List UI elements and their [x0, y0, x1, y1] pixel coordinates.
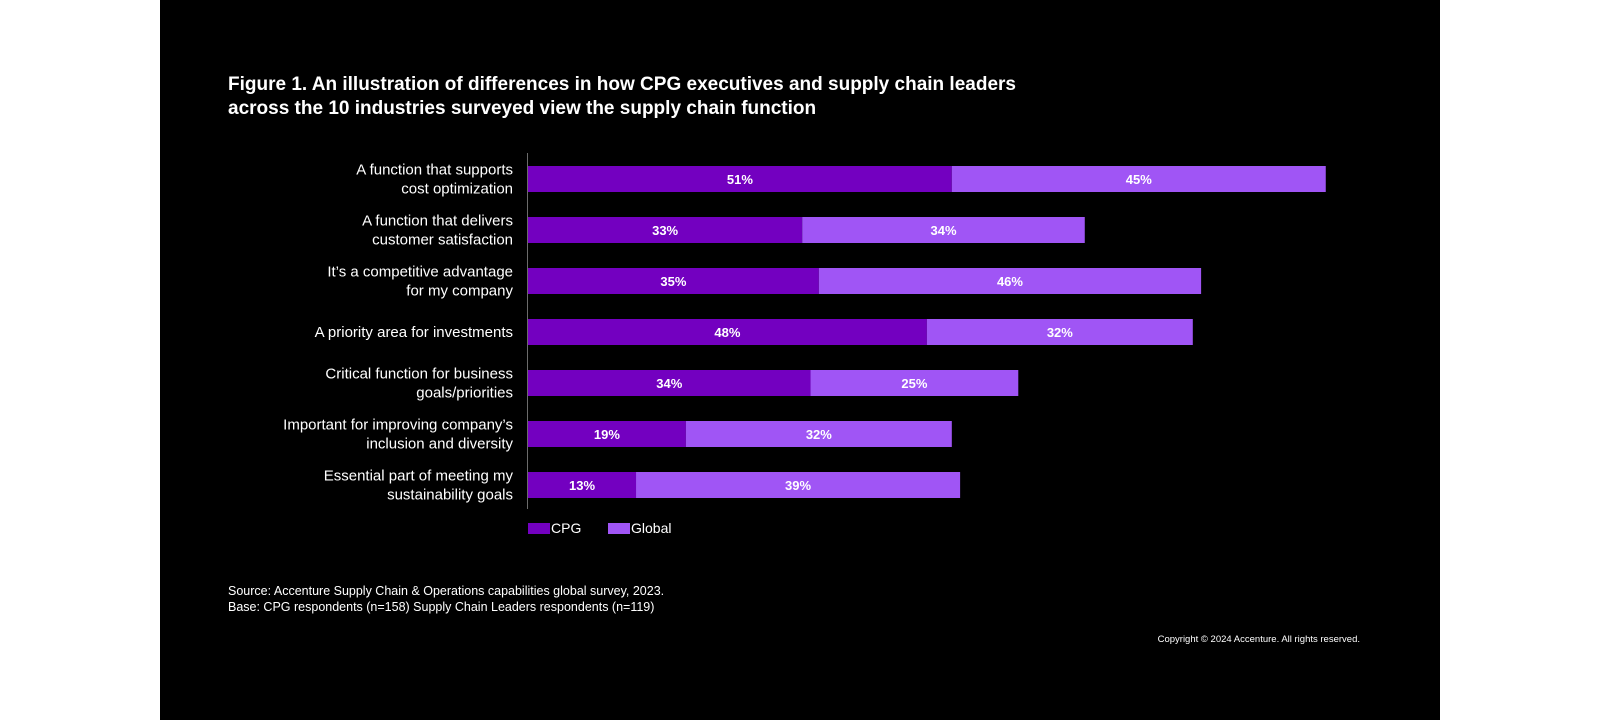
category-label: It’s a competitive advantage for my compa…: [327, 264, 513, 300]
source-note: Source: Accenture Supply Chain & Operati…: [228, 584, 665, 598]
category-label-line: Critical function for business: [325, 366, 513, 383]
data-label: 34%: [656, 376, 682, 391]
category-label-line: Important for improving company’s: [283, 417, 513, 434]
bar-segment-global: [636, 472, 961, 498]
category-label-line: A function that delivers: [362, 213, 513, 230]
category-label-line: cost optimization: [401, 181, 513, 198]
figure-title: Figure 1. An illustration of differences…: [228, 73, 1128, 121]
bar-segment-cpg: [528, 217, 803, 243]
figure-title-line-2: across the 10 industries surveyed view t…: [228, 98, 817, 119]
category-label-line: It’s a competitive advantage: [327, 264, 513, 281]
legend-label-cpg: CPG: [551, 520, 581, 536]
category-label-line: A priority area for investments: [315, 324, 513, 341]
data-label: 35%: [660, 274, 686, 289]
category-label-line: A function that supports: [356, 162, 513, 179]
data-label: 32%: [1047, 325, 1073, 340]
bar-segment-cpg: [528, 166, 952, 192]
bar-segment-cpg: [528, 421, 686, 447]
category-label-line: inclusion and diversity: [366, 436, 513, 453]
category-label: Essential part of meeting my sustainabili…: [324, 468, 514, 504]
data-label: 34%: [930, 223, 956, 238]
bar-segment-cpg: [528, 370, 811, 396]
category-label: Critical function for business goals/prio…: [325, 366, 513, 402]
data-label: 45%: [1126, 172, 1152, 187]
bar-segment-global: [951, 166, 1326, 192]
category-label-line: sustainability goals: [387, 487, 513, 504]
category-label-line: goals/priorities: [416, 385, 513, 402]
figure-canvas: Figure 1. An illustration of differences…: [160, 0, 1440, 720]
base-note: Base: CPG respondents (n=158) Supply Cha…: [228, 600, 655, 614]
category-label-line: for my company: [406, 283, 513, 300]
data-label: 39%: [785, 478, 811, 493]
bar-segment-cpg: [528, 319, 927, 345]
data-label: 25%: [901, 376, 927, 391]
figure-title-line-1: Figure 1. An illustration of differences…: [228, 74, 1016, 95]
bar-segment-global: [926, 319, 1193, 345]
category-label: A priority area for investments: [315, 324, 513, 341]
bar-segment-global: [818, 268, 1202, 294]
data-label: 48%: [714, 325, 740, 340]
legend-label-global: Global: [631, 520, 671, 536]
data-label: 19%: [594, 427, 620, 442]
bar-segment-global: [802, 217, 1085, 243]
legend-swatch-global: [608, 523, 630, 534]
figure-notes: Source: Accenture Supply Chain & Operati…: [228, 583, 664, 615]
data-label: 13%: [569, 478, 595, 493]
bar-segment-cpg: [528, 472, 637, 498]
category-label: A function that delivers customer satisfa…: [362, 213, 513, 249]
stacked-bar-chart: A function that supports cost optimizatio…: [283, 153, 1326, 536]
data-label: 46%: [997, 274, 1023, 289]
data-label: 51%: [727, 172, 753, 187]
category-label-line: customer satisfaction: [372, 232, 513, 249]
category-label-line: Essential part of meeting my: [324, 468, 514, 485]
copyright-notice: Copyright © 2024 Accenture. All rights r…: [1157, 634, 1360, 645]
category-label: Important for improving company’s inclusi…: [283, 417, 513, 453]
bar-segment-global: [685, 421, 952, 447]
category-label: A function that supports cost optimizatio…: [356, 162, 513, 198]
data-label: 33%: [652, 223, 678, 238]
bar-segment-global: [810, 370, 1019, 396]
legend-swatch-cpg: [528, 523, 550, 534]
bar-segment-cpg: [528, 268, 819, 294]
data-label: 32%: [806, 427, 832, 442]
